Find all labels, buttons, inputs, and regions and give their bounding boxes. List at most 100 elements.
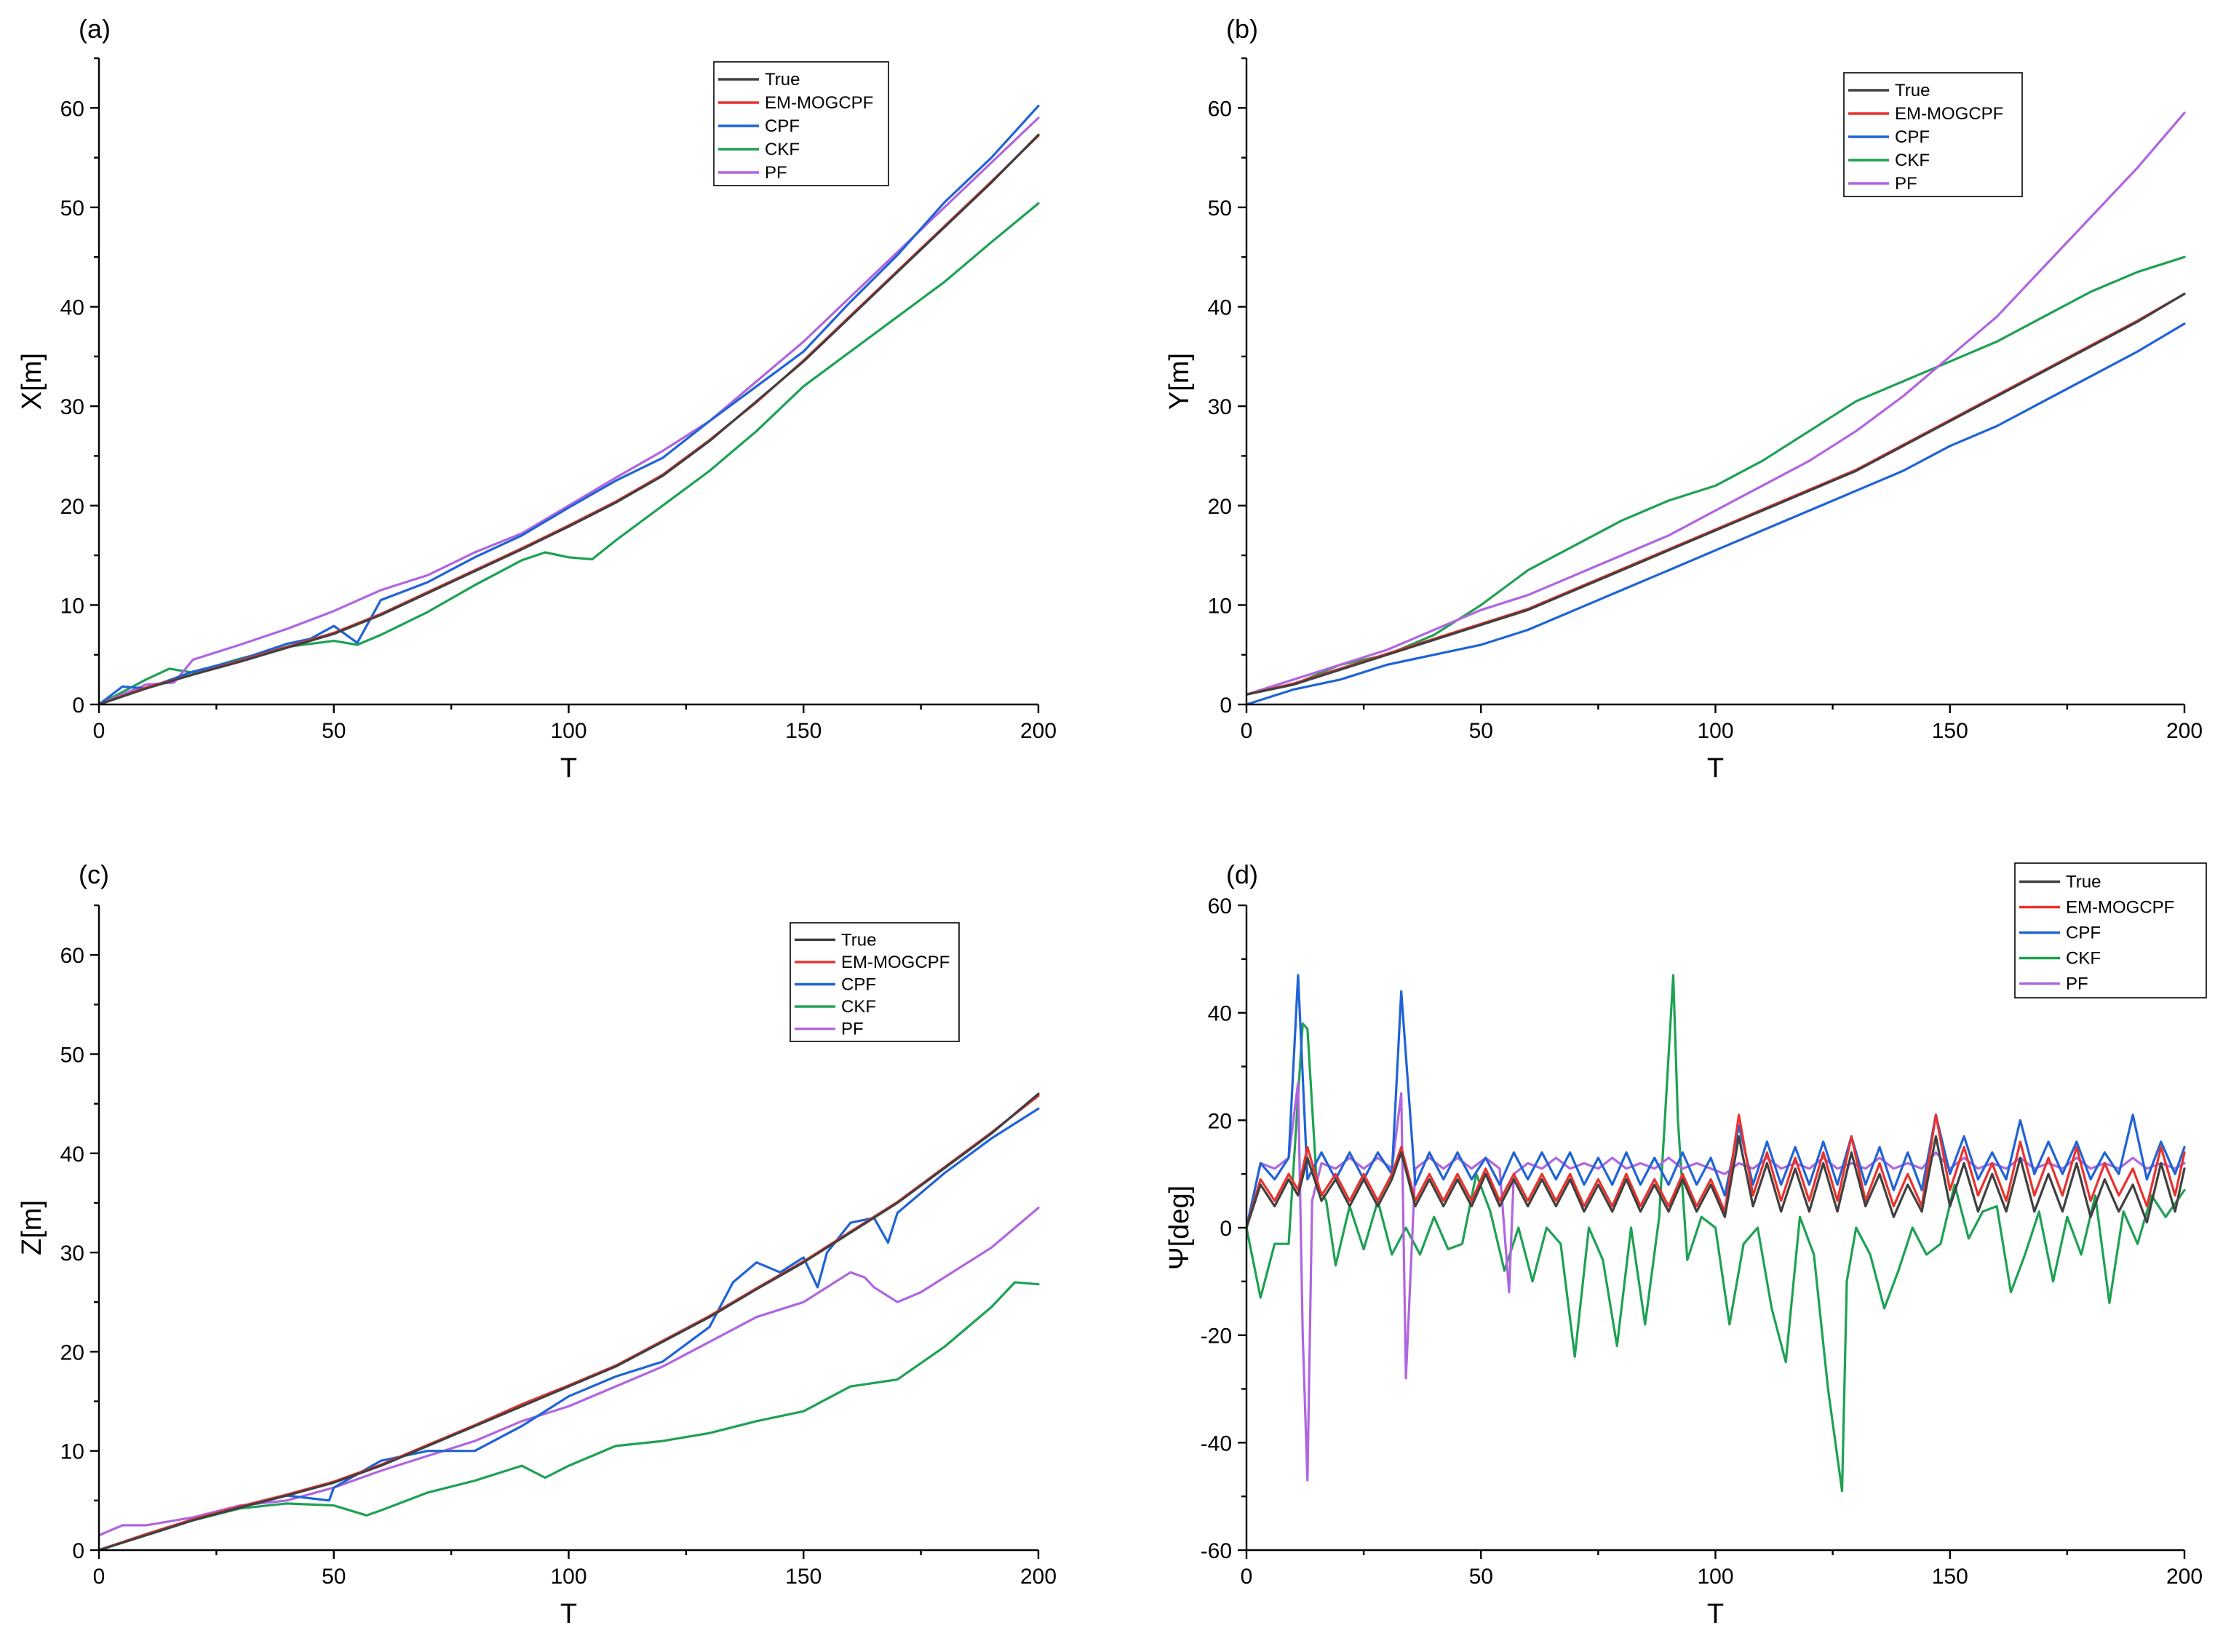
series-ckf-line [1246, 974, 2186, 1493]
y-tick-label: -40 [1201, 1431, 1232, 1456]
y-tick-label: 40 [1208, 1002, 1232, 1026]
x-tick-label: 0 [93, 1565, 106, 1589]
legend-label-true: True [2066, 873, 2101, 892]
y-tick-label: 20 [1208, 1109, 1232, 1133]
x-axis-title: T [1707, 753, 1724, 784]
legend-label-em-mogcpf: EM-MOGCPF [841, 953, 950, 972]
x-tick-label: 50 [322, 1565, 346, 1589]
legend-label-cpf: CPF [2066, 924, 2101, 943]
series-ckf-line [99, 202, 1040, 706]
legend-label-em-mogcpf: EM-MOGCPF [1895, 104, 2003, 124]
legend-label-ckf: CKF [1895, 151, 1930, 170]
y-tick-label: 10 [60, 1440, 84, 1464]
x-tick-label: 100 [550, 1565, 586, 1589]
x-tick-label: 0 [1241, 719, 1253, 743]
legend-label-cpf: CPF [765, 116, 800, 136]
series-em-mogcpf-line [99, 1095, 1040, 1552]
y-tick-label: 40 [60, 1143, 84, 1167]
y-axis-title: X[m] [17, 353, 47, 410]
x-tick-label: 0 [1241, 1565, 1253, 1589]
y-tick-label: 30 [1208, 395, 1232, 419]
legend-box [790, 922, 960, 1042]
y-tick-label: 30 [60, 395, 84, 419]
series-cpf-line [1246, 974, 2186, 1229]
series-cpf-line [99, 1107, 1040, 1552]
x-axis-title: T [560, 753, 577, 784]
series-true-line [99, 1092, 1040, 1552]
panel-label: (a) [79, 14, 111, 44]
y-tick-label: 50 [60, 196, 84, 221]
y-tick-label: 20 [1208, 495, 1232, 519]
panel-3: (c) 0 50 100 150 200 0 10 20 30 40 50 60 T Z[m] True EM-… [17, 859, 1057, 1629]
legend-label-ckf: CKF [2066, 949, 2101, 969]
y-tick-label: 30 [60, 1242, 84, 1266]
y-tick-label: 0 [1220, 694, 1232, 718]
y-tick-label: 50 [60, 1043, 84, 1067]
y-axis-title: Ψ[deg] [1164, 1186, 1195, 1270]
y-tick-label: 60 [60, 97, 84, 121]
x-tick-label: 150 [785, 719, 822, 743]
series-true-line [1246, 1135, 2186, 1229]
legend-label-pf: PF [2066, 974, 2088, 994]
series-true-line [99, 133, 1040, 706]
series-pf-line [1246, 111, 2186, 696]
series-group [99, 1092, 1040, 1552]
x-axis-title: T [560, 1599, 577, 1629]
series-em-mogcpf-line [1246, 293, 2186, 696]
x-tick-label: 100 [1697, 719, 1733, 743]
panel-label: (c) [79, 859, 109, 889]
panel-2: (b) 0 50 100 150 200 0 10 20 30 40 50 60 T Y[m] True EM-… [1164, 14, 2203, 784]
y-tick-label: 60 [60, 944, 84, 968]
y-tick-label: 20 [60, 495, 84, 519]
series-ckf-line [1246, 255, 2186, 696]
y-tick-label: 10 [1208, 594, 1232, 618]
legend-label-pf: PF [1895, 174, 1917, 194]
series-pf-line [1246, 1081, 2186, 1482]
y-tick-label: -20 [1201, 1325, 1232, 1349]
legend-label-em-mogcpf: EM-MOGCPF [2066, 898, 2174, 918]
x-tick-label: 150 [1932, 1565, 1968, 1589]
y-tick-label: 40 [1208, 296, 1232, 320]
legend: True EM-MOGCPF CPF CKF PF [2014, 862, 2207, 998]
y-tick-label: 50 [1208, 196, 1232, 221]
legend-label-ckf: CKF [765, 140, 800, 159]
y-tick-label: 10 [60, 594, 84, 618]
series-group [1246, 111, 2186, 706]
series-group [1246, 974, 2186, 1493]
x-tick-label: 100 [1697, 1565, 1733, 1589]
panel-1: (a) 0 50 100 150 200 0 10 20 30 40 50 60 T X[m] True EM-… [17, 14, 1057, 784]
series-em-mogcpf-line [99, 135, 1040, 706]
x-tick-label: 200 [1020, 719, 1057, 743]
x-tick-label: 150 [785, 1565, 822, 1589]
panel-4: (d) 0 50 100 150 200 -60 -40 -20 0 20 40 60 T Ψ[deg] Tr… [1164, 859, 2207, 1629]
series-cpf-line [1246, 322, 2186, 706]
legend-label-pf: PF [841, 1020, 864, 1039]
x-tick-label: 100 [550, 719, 586, 743]
series-pf-line [99, 1207, 1040, 1537]
y-axis-title: Y[m] [1164, 353, 1195, 410]
x-tick-label: 50 [1469, 719, 1493, 743]
series-true-line [1246, 293, 2186, 696]
y-tick-label: 60 [1208, 894, 1232, 918]
y-axis-title: Z[m] [17, 1200, 47, 1255]
legend-label-true: True [765, 70, 800, 90]
panel-label: (b) [1226, 14, 1258, 44]
x-axis-title: T [1707, 1599, 1724, 1629]
legend-box [2014, 862, 2207, 998]
legend-label-ckf: CKF [841, 997, 876, 1017]
x-tick-label: 150 [1932, 719, 1968, 743]
series-em-mogcpf-line [1246, 1113, 2186, 1229]
legend-label-cpf: CPF [841, 975, 876, 995]
legend-box [1843, 72, 2023, 197]
y-tick-label: 0 [72, 694, 84, 718]
series-pf-line [99, 116, 1040, 706]
y-tick-label: 0 [72, 1539, 84, 1563]
y-tick-label: 20 [60, 1341, 84, 1365]
legend-label-cpf: CPF [1895, 127, 1930, 147]
series-group [99, 105, 1040, 706]
y-tick-label: -60 [1201, 1539, 1232, 1563]
legend-label-em-mogcpf: EM-MOGCPF [765, 93, 873, 113]
